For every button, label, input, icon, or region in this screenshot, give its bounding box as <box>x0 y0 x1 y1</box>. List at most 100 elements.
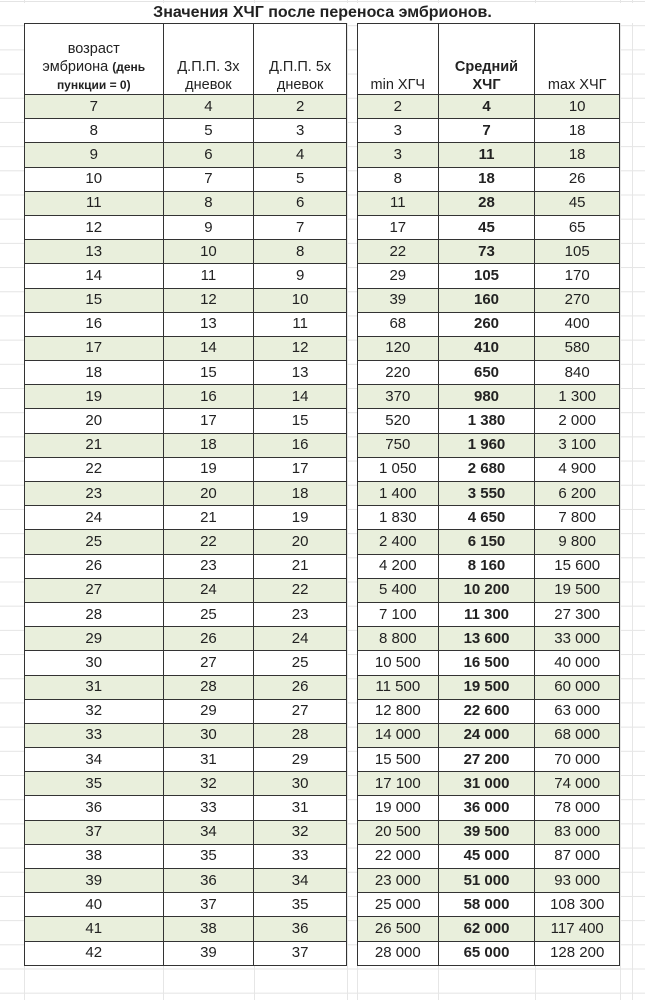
cell-dpp3: 34 <box>162 819 255 845</box>
cell-embryo-age: 21 <box>24 432 164 458</box>
cell-max-hcg: 7 800 <box>534 505 620 531</box>
table-row: 23 000 51 000 93 000 <box>357 867 620 894</box>
cell-max-hcg: 87 000 <box>534 843 620 870</box>
header-text: Д.П.П. 5х <box>269 59 332 75</box>
hcg-values-table: min ХГЧ Средний ХЧГ max ХЧГ 2 4 10 3 7 18 3 11 1… <box>357 23 620 966</box>
cell-min-hcg: 22 000 <box>357 843 439 870</box>
cell-min-hcg: 14 000 <box>357 722 439 749</box>
table-row: 22 19 17 <box>24 456 347 483</box>
header-embryo-age: возраст эмбриона (день пункции = 0) <box>24 23 164 95</box>
table-row: 10 7 5 <box>24 166 347 192</box>
table-row: 1 050 2 680 4 900 <box>357 456 620 483</box>
header-text: ХЧГ <box>472 77 501 93</box>
cell-avg-hcg: 39 500 <box>437 819 536 845</box>
cell-min-hcg: 1 400 <box>357 480 439 507</box>
table-row: 14 11 9 <box>24 263 347 289</box>
cell-dpp3: 5 <box>162 118 255 144</box>
cell-dpp3: 27 <box>162 650 255 676</box>
cell-min-hcg: 17 <box>357 214 439 241</box>
cell-max-hcg: 40 000 <box>534 650 620 676</box>
cell-dpp5: 14 <box>253 384 347 410</box>
table-row: 34 31 29 <box>24 747 347 773</box>
cell-avg-hcg: 24 000 <box>437 722 536 749</box>
table-row: 36 33 31 <box>24 795 347 821</box>
cell-embryo-age: 8 <box>24 118 164 144</box>
cell-min-hcg: 12 800 <box>357 698 439 724</box>
header-text: (день <box>112 60 146 74</box>
cell-min-hcg: 25 000 <box>357 892 439 918</box>
cell-dpp3: 7 <box>162 166 255 192</box>
cell-dpp3: 30 <box>162 722 255 749</box>
table-row: 11 28 45 <box>357 190 620 216</box>
cell-dpp5: 24 <box>253 626 347 652</box>
cell-embryo-age: 25 <box>24 529 164 555</box>
cell-dpp3: 8 <box>162 190 255 216</box>
cell-max-hcg: 128 200 <box>534 940 620 966</box>
cell-dpp3: 14 <box>162 335 255 362</box>
cell-dpp3: 18 <box>162 432 255 458</box>
cell-avg-hcg: 11 300 <box>437 601 536 628</box>
cell-avg-hcg: 260 <box>437 311 536 337</box>
cell-embryo-age: 42 <box>24 940 164 966</box>
table-row: 27 24 22 <box>24 577 347 603</box>
cell-dpp3: 36 <box>162 867 255 894</box>
cell-max-hcg: 63 000 <box>534 698 620 724</box>
cell-max-hcg: 170 <box>534 263 620 289</box>
cell-min-hcg: 120 <box>357 335 439 362</box>
cell-dpp3: 10 <box>162 239 255 265</box>
cell-embryo-age: 11 <box>24 190 164 216</box>
cell-min-hcg: 220 <box>357 360 439 386</box>
cell-dpp5: 32 <box>253 819 347 845</box>
cell-max-hcg: 33 000 <box>534 626 620 652</box>
cell-min-hcg: 20 500 <box>357 819 439 845</box>
cell-dpp3: 33 <box>162 795 255 821</box>
cell-embryo-age: 28 <box>24 601 164 628</box>
table-row: 32 29 27 <box>24 698 347 724</box>
cell-dpp5: 3 <box>253 118 347 144</box>
cell-dpp3: 19 <box>162 456 255 483</box>
table-row: 15 12 10 <box>24 287 347 313</box>
header-text: дневок <box>276 77 324 93</box>
cell-dpp3: 38 <box>162 916 255 942</box>
table-row: 31 28 26 <box>24 674 347 700</box>
cell-min-hcg: 23 000 <box>357 867 439 894</box>
cell-embryo-age: 34 <box>24 747 164 773</box>
cell-dpp5: 28 <box>253 722 347 749</box>
cell-avg-hcg: 980 <box>437 384 536 410</box>
table-row: 28 000 65 000 128 200 <box>357 940 620 966</box>
cell-max-hcg: 400 <box>534 311 620 337</box>
cell-max-hcg: 60 000 <box>534 674 620 700</box>
cell-embryo-age: 40 <box>24 892 164 918</box>
cell-avg-hcg: 1 960 <box>437 432 536 458</box>
cell-min-hcg: 22 <box>357 239 439 265</box>
table-row: 28 25 23 <box>24 601 347 628</box>
cell-max-hcg: 65 <box>534 214 620 241</box>
table-row: 520 1 380 2 000 <box>357 408 620 434</box>
grid-line <box>347 0 348 1000</box>
table-row: 42 39 37 <box>24 940 347 966</box>
grid-line <box>632 0 633 1000</box>
cell-embryo-age: 36 <box>24 795 164 821</box>
cell-min-hcg: 1 050 <box>357 456 439 483</box>
cell-min-hcg: 370 <box>357 384 439 410</box>
table-row: 35 32 30 <box>24 771 347 797</box>
cell-embryo-age: 10 <box>24 166 164 192</box>
cell-dpp3: 31 <box>162 747 255 773</box>
cell-dpp3: 24 <box>162 577 255 603</box>
table-row: 2 400 6 150 9 800 <box>357 529 620 555</box>
cell-max-hcg: 105 <box>534 239 620 265</box>
table-row: 13 10 8 <box>24 239 347 265</box>
cell-embryo-age: 29 <box>24 626 164 652</box>
table-row: 14 000 24 000 68 000 <box>357 722 620 749</box>
cell-max-hcg: 45 <box>534 190 620 216</box>
cell-embryo-age: 37 <box>24 819 164 845</box>
cell-min-hcg: 3 <box>357 142 439 168</box>
header-text: возраст <box>67 41 120 57</box>
table-row: 39 160 270 <box>357 287 620 313</box>
cell-dpp5: 10 <box>253 287 347 313</box>
cell-dpp5: 9 <box>253 263 347 289</box>
cell-dpp5: 31 <box>253 795 347 821</box>
cell-min-hcg: 8 <box>357 166 439 192</box>
